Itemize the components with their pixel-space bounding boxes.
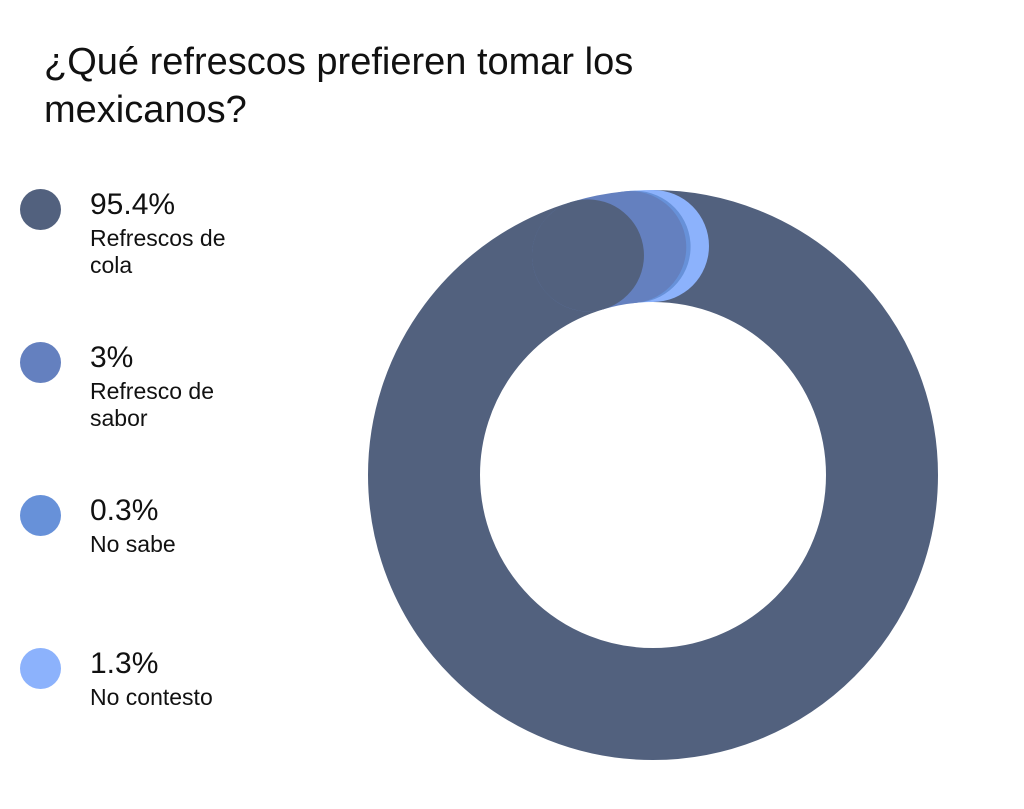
chart-title: ¿Qué refrescos prefieren tomar los mexic… [44, 41, 634, 131]
donut-segment-refresco-de-sabor [368, 190, 938, 760]
legend-dot-icon [20, 189, 61, 230]
legend-dot-icon [20, 648, 61, 689]
donut-segment-refrescos-de-cola [368, 190, 938, 760]
legend-label: Refresco de sabor [90, 378, 215, 431]
legend-dot-icon [20, 495, 61, 536]
legend-label: Refrescos de cola [90, 225, 226, 278]
legend-value: 95.4% [90, 188, 176, 221]
legend-label: No sabe [90, 531, 176, 557]
legend-value: 0.3% [90, 494, 159, 527]
legend-value: 1.3% [90, 647, 159, 680]
legend-label: No contesto [90, 684, 213, 710]
legend-dot-icon [20, 342, 61, 383]
legend-value: 3% [90, 341, 134, 374]
